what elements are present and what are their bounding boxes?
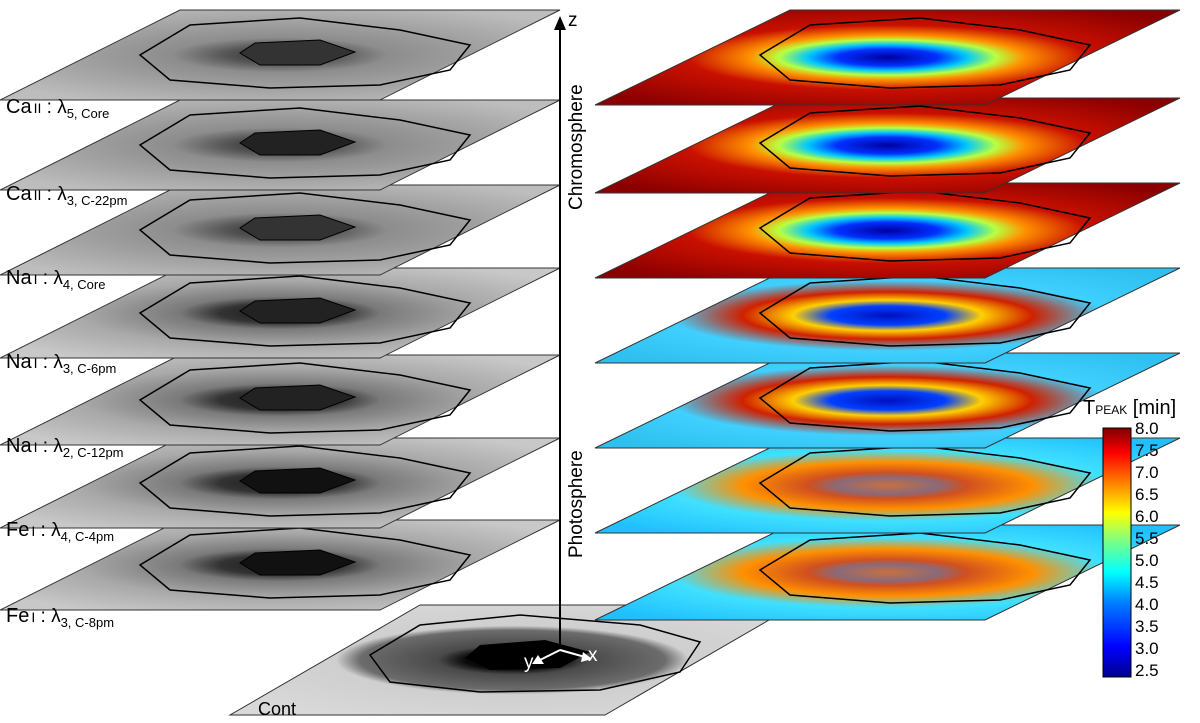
layer-label-ca-c22pm: Ca II : λ3, C-22pm (6, 183, 128, 208)
colorbar-tick-label: 3.5 (1135, 617, 1159, 636)
tpeak-layer-2 (594, 97, 1181, 194)
layer-na-c6pm (0, 267, 561, 359)
colorbar-tick-label: 4.5 (1135, 573, 1159, 592)
layer-na-c12pm (0, 354, 561, 446)
xy-axes (532, 649, 592, 664)
layer-ca-c22pm (0, 99, 561, 191)
tpeak-layer-5 (594, 352, 1181, 449)
y-axis-label: y (524, 652, 534, 673)
colorbar-tick-label: 5.0 (1135, 551, 1159, 570)
colorbar-tick-label: 2.5 (1135, 661, 1159, 680)
tpeak-layer-6 (594, 437, 1181, 534)
colorbar-tick-label: 6.5 (1135, 485, 1159, 504)
continuum-layer (228, 604, 797, 716)
colorbar-tick-label: 3.0 (1135, 639, 1159, 658)
layer-label-fe-c4pm: Fe I : λ4, C-4pm (6, 519, 115, 544)
tpeak-layer-3 (594, 182, 1181, 279)
colorbar-title: TPEAK [min] (1083, 397, 1177, 419)
layer-label-ca-core: Ca II : λ5, Core (6, 96, 110, 121)
layer-label-na-c6pm: Na I : λ3, C-6pm (6, 351, 117, 376)
colorbar-tick-label: 7.5 (1135, 441, 1159, 460)
layer-na-core (0, 184, 561, 276)
colorbar (1102, 427, 1132, 678)
layer-label-na-c12pm: Na I : λ2, C-12pm (6, 435, 124, 460)
z-axis (554, 16, 566, 650)
colorbar-tick-label: 6.0 (1135, 507, 1159, 526)
continuum-label: Cont (258, 699, 297, 719)
colorbar-tick-label: 4.0 (1135, 595, 1159, 614)
layer-fe-c4pm (0, 437, 561, 529)
colorbar-tick-label: 5.5 (1135, 529, 1159, 548)
colorbar-tick-label: 8.0 (1135, 419, 1159, 438)
tpeak-layer-1 (594, 9, 1181, 106)
layer-label-fe-c8pm: Fe I : λ3, C-8pm (6, 605, 115, 630)
photosphere-label: Photosphere (566, 450, 587, 558)
chromosphere-label: Chromosphere (566, 84, 587, 210)
layer-fe-c8pm (0, 519, 561, 611)
layer-label-na-core: Na I : λ4, Core (6, 267, 106, 292)
left-layer-stack (0, 9, 561, 611)
x-axis-label: x (588, 645, 598, 666)
z-axis-label: z (568, 10, 578, 31)
colorbar-tick-label: 7.0 (1135, 463, 1159, 482)
tpeak-layer-4 (594, 267, 1181, 364)
layer-ca-core (0, 9, 561, 101)
right-layer-stack (594, 9, 1181, 621)
tpeak-layer-7 (594, 524, 1181, 621)
